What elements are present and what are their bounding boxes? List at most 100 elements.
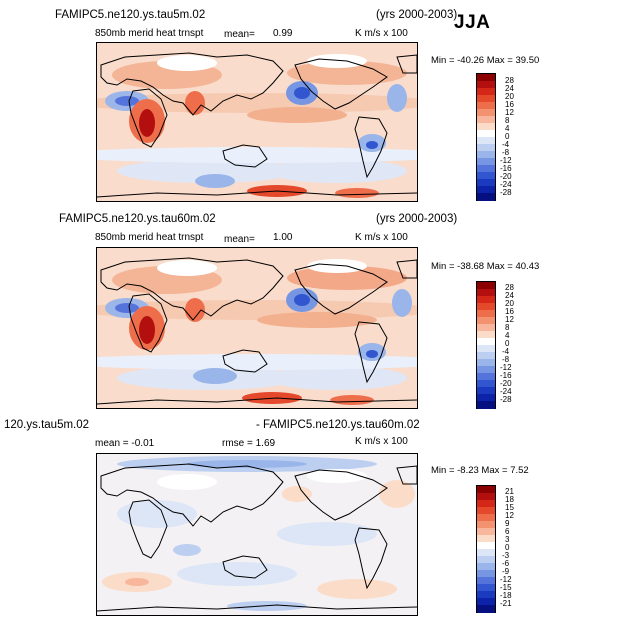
colorbar-tick: -15 — [500, 583, 512, 592]
panel3-rmse: rmse = 1.69 — [222, 438, 276, 449]
colorbar-swatch — [477, 556, 495, 564]
panel2-years: (yrs 2000-2003) — [376, 213, 458, 225]
colorbar-tick: 18 — [505, 495, 514, 504]
colorbar-tick: 24 — [505, 291, 514, 300]
panel2-mean-value: 1.00 — [273, 232, 293, 243]
colorbar-swatch — [477, 282, 495, 290]
colorbar-swatch — [477, 591, 495, 599]
colorbar-swatch — [477, 186, 495, 194]
colorbar-tick: 8 — [505, 323, 510, 332]
colorbar-tick: 6 — [505, 527, 510, 536]
colorbar-swatch — [477, 507, 495, 515]
colorbar-tick: 0 — [505, 339, 510, 348]
colorbar-tick: -24 — [500, 180, 512, 189]
colorbar-swatch — [477, 179, 495, 187]
colorbar-tick: -3 — [502, 551, 510, 560]
colorbar-swatch — [477, 605, 495, 613]
colorbar-tick: -16 — [500, 164, 512, 173]
panel1-colorbar — [476, 73, 496, 201]
colorbar-tick: -18 — [500, 591, 512, 600]
colorbar-swatch — [477, 165, 495, 173]
colorbar-swatch — [477, 528, 495, 536]
colorbar-tick: -21 — [500, 599, 512, 608]
colorbar-tick: -8 — [502, 148, 510, 157]
colorbar-tick: 3 — [505, 535, 510, 544]
colorbar-swatch — [477, 137, 495, 145]
colorbar-tick: 12 — [505, 108, 514, 117]
colorbar-swatch — [477, 158, 495, 166]
colorbar-tick: 16 — [505, 307, 514, 316]
panel1-map — [96, 42, 418, 202]
colorbar-swatch — [477, 310, 495, 318]
colorbar-swatch — [477, 577, 495, 585]
colorbar-swatch — [477, 535, 495, 543]
colorbar-swatch — [477, 172, 495, 180]
panel3-minmax: Min = -8.23 Max = 7.52 — [431, 465, 529, 476]
colorbar-swatch — [477, 584, 495, 592]
season-label: JJA — [454, 12, 491, 33]
panel2-mean-label: mean= — [224, 234, 255, 245]
panel2-colorbar — [476, 281, 496, 409]
colorbar-tick: 4 — [505, 124, 510, 133]
colorbar-swatch — [477, 317, 495, 325]
colorbar-swatch — [477, 373, 495, 381]
colorbar-swatch — [477, 151, 495, 159]
panel3-units: K m/s x 100 — [355, 436, 408, 447]
colorbar-swatch — [477, 500, 495, 508]
colorbar-swatch — [477, 486, 495, 494]
colorbar-tick: 20 — [505, 299, 514, 308]
colorbar-swatch — [477, 366, 495, 374]
colorbar-swatch — [477, 345, 495, 353]
panel3-title-left: 120.ys.tau5m.02 — [4, 419, 90, 431]
colorbar-tick: 4 — [505, 331, 510, 340]
colorbar-tick: 12 — [505, 315, 514, 324]
colorbar-swatch — [477, 331, 495, 339]
colorbar-swatch — [477, 116, 495, 124]
colorbar-swatch — [477, 102, 495, 110]
colorbar-swatch — [477, 387, 495, 395]
colorbar-tick: -4 — [502, 140, 510, 149]
panel3-title-right: - FAMIPC5.ne120.ys.tau60m.02 — [256, 419, 420, 431]
colorbar-swatch — [477, 570, 495, 578]
colorbar-tick: -9 — [502, 567, 510, 576]
colorbar-swatch — [477, 123, 495, 131]
colorbar-swatch — [477, 542, 495, 550]
colorbar-swatch — [477, 81, 495, 89]
colorbar-swatch — [477, 401, 495, 409]
panel2-map — [96, 247, 418, 409]
colorbar-swatch — [477, 95, 495, 103]
panel1-minmax: Min = -40.26 Max = 39.50 — [431, 55, 540, 66]
colorbar-tick: 15 — [505, 503, 514, 512]
colorbar-swatch — [477, 563, 495, 571]
colorbar-swatch — [477, 130, 495, 138]
colorbar-tick: 12 — [505, 511, 514, 520]
colorbar-tick: 20 — [505, 92, 514, 101]
colorbar-tick: 28 — [505, 76, 514, 85]
colorbar-tick: 16 — [505, 100, 514, 109]
colorbar-swatch — [477, 380, 495, 388]
colorbar-tick: -28 — [500, 395, 512, 404]
colorbar-tick: 28 — [505, 283, 514, 292]
panel1-mean-value: 0.99 — [273, 28, 293, 39]
colorbar-tick: 9 — [505, 519, 510, 528]
panel3-colorbar — [476, 485, 496, 613]
panel2-units: K m/s x 100 — [355, 232, 408, 243]
colorbar-tick: -20 — [500, 379, 512, 388]
colorbar-tick: -4 — [502, 347, 510, 356]
colorbar-swatch — [477, 144, 495, 152]
colorbar-swatch — [477, 324, 495, 332]
panel3-mean: mean = -0.01 — [95, 438, 155, 449]
colorbar-tick: -16 — [500, 371, 512, 380]
colorbar-tick: 8 — [505, 116, 510, 125]
panel2-minmax: Min = -38.68 Max = 40.43 — [431, 261, 540, 272]
colorbar-tick: -12 — [500, 156, 512, 165]
colorbar-tick: -28 — [500, 188, 512, 197]
panel1-mean-label: mean= — [224, 29, 255, 40]
colorbar-swatch — [477, 193, 495, 201]
colorbar-swatch — [477, 352, 495, 360]
colorbar-tick: -12 — [500, 363, 512, 372]
colorbar-swatch — [477, 598, 495, 606]
panel1-subtitle: 850mb merid heat trnspt — [95, 28, 204, 39]
colorbar-swatch — [477, 514, 495, 522]
colorbar-tick: 24 — [505, 84, 514, 93]
